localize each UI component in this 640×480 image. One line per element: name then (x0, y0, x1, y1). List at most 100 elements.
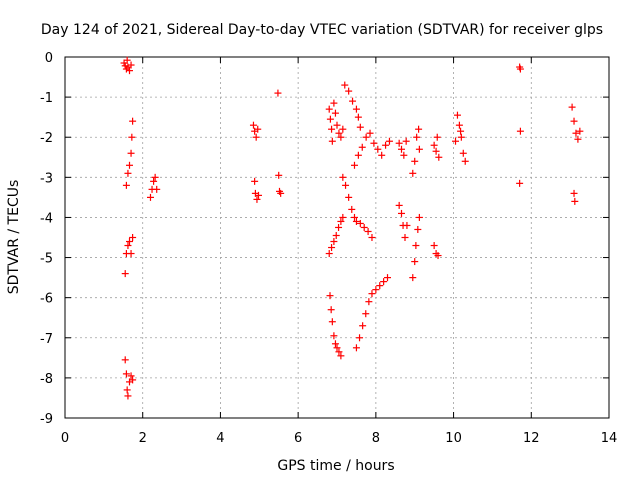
data-point (330, 332, 338, 340)
data-point (123, 386, 131, 394)
data-point (384, 274, 392, 282)
data-point (326, 115, 334, 123)
data-point (457, 127, 465, 135)
x-tick-label: 12 (523, 431, 540, 446)
y-tick-label: -5 (40, 252, 53, 267)
data-point (395, 139, 403, 147)
data-point (122, 370, 130, 378)
data-point (574, 135, 582, 143)
data-point (376, 282, 384, 290)
y-tick-label: -2 (40, 131, 53, 146)
data-point (331, 109, 339, 117)
data-point (121, 270, 129, 278)
data-point (275, 171, 283, 179)
data-point (434, 252, 442, 260)
data-point (368, 234, 376, 241)
data-point (457, 133, 465, 141)
x-tick-label: 10 (445, 431, 462, 446)
data-point (570, 117, 578, 125)
data-point (129, 234, 137, 241)
data-point (127, 149, 135, 157)
data-point (382, 141, 390, 149)
data-point (328, 125, 336, 133)
data-point (335, 129, 343, 137)
data-point (352, 105, 360, 113)
data-point (349, 97, 357, 105)
data-point (516, 179, 524, 187)
data-point (126, 238, 134, 246)
data-point (385, 137, 393, 145)
data-point (374, 145, 382, 153)
data-point (433, 133, 441, 141)
data-point (251, 177, 259, 185)
data-point (326, 292, 334, 300)
x-tick-label: 6 (294, 431, 302, 446)
data-point (415, 213, 423, 221)
data-point (356, 219, 364, 227)
data-point (409, 274, 417, 282)
plot-frame (64, 56, 610, 419)
data-point (129, 117, 137, 125)
data-point (345, 193, 353, 201)
data-point (402, 137, 410, 145)
data-point (403, 221, 411, 229)
data-point (126, 161, 134, 169)
x-tick-label: 8 (372, 431, 380, 446)
data-point (435, 153, 443, 161)
y-tick-label: -1 (40, 91, 53, 106)
x-tick-label: 2 (139, 431, 147, 446)
data-point (398, 209, 406, 217)
data-point (129, 376, 137, 384)
data-point (330, 238, 338, 246)
data-point (274, 89, 282, 97)
data-point (395, 201, 403, 209)
data-point (400, 151, 408, 159)
data-point (345, 87, 353, 95)
data-point (365, 298, 373, 306)
data-point (325, 105, 333, 113)
data-point (342, 181, 350, 189)
data-point (128, 133, 136, 141)
data-point (356, 334, 364, 342)
data-point (356, 123, 364, 131)
data-point (249, 121, 257, 129)
data-point (352, 344, 360, 352)
data-point (359, 322, 367, 330)
data-point (121, 356, 129, 364)
data-point (352, 217, 360, 225)
data-point (337, 133, 345, 141)
data-point (398, 145, 406, 153)
data-point (364, 227, 372, 235)
data-point (124, 169, 132, 177)
data-point (127, 250, 135, 258)
data-point (378, 151, 386, 159)
data-point (350, 213, 358, 221)
data-point (461, 157, 469, 165)
y-tick-label: -6 (40, 292, 53, 307)
data-point (430, 141, 438, 149)
y-tick-labels: 0 -1 -2 -3 -4 -5 -6 -7 -8 -9 (40, 51, 53, 427)
data-point (146, 193, 154, 201)
axis-ticks (64, 56, 610, 419)
data-point (362, 310, 370, 318)
data-point (335, 223, 343, 231)
data-point (339, 125, 347, 133)
data-point (572, 129, 580, 137)
data-point (333, 344, 341, 352)
data-point (328, 137, 336, 145)
chart-title: Day 124 of 2021, Sidereal Day-to-day VTE… (41, 22, 603, 38)
data-point (415, 145, 423, 153)
data-point (339, 173, 347, 181)
data-point (415, 125, 423, 133)
data-point (153, 185, 161, 193)
data-point (459, 149, 467, 157)
data-point (151, 173, 159, 181)
data-point (571, 197, 579, 205)
data-point (330, 99, 338, 107)
x-tick-label: 4 (216, 431, 224, 446)
data-point (432, 147, 440, 155)
data-point (331, 340, 339, 348)
data-point (366, 129, 374, 137)
y-tick-label: -7 (40, 332, 53, 347)
